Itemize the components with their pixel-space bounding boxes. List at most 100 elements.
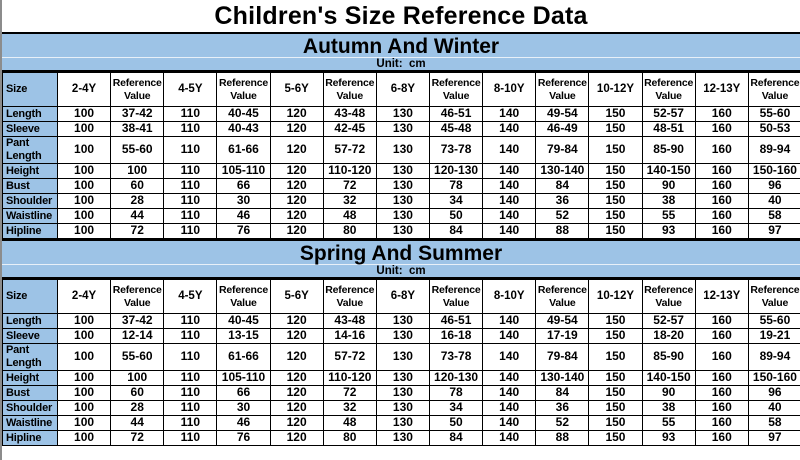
value-cell: 44 [110,415,165,431]
value-cell: 100 [56,208,112,224]
value-cell: 110 [163,136,218,164]
value-cell: 160 [694,223,749,239]
table-row: Hipline 100 72 110 76 120 80 130 84 140 88 150 93 160… [2,430,800,446]
value-cell: 130 [375,223,430,239]
value-cell: 140 [482,385,537,401]
value-cell: 100 [56,223,112,239]
value-cell: 34 [428,193,484,209]
value-cell: 130-140 [535,370,590,386]
value-cell: 105-110 [216,370,271,386]
table-row: Hipline 100 72 110 76 120 80 130 84 140 88 150 93 160… [2,223,800,239]
value-cell: 130 [375,430,430,446]
value-cell: 78 [428,178,484,194]
column-header-age: 12-13Y [694,72,749,107]
value-cell: 50 [428,415,484,431]
value-cell: 130 [375,385,430,401]
value-cell: 140 [482,223,537,239]
value-cell: 58 [747,208,800,224]
row-label: Bust [2,385,58,401]
value-cell: 43-48 [322,106,377,122]
value-cell: 76 [216,430,271,446]
value-cell: 52-57 [641,106,696,122]
row-label: Hipline [2,430,58,446]
value-cell: 93 [641,430,696,446]
table-row: Bust 100 60 110 66 120 72 130 78 140 84 150 90 160 96 [2,385,800,401]
column-header-age: 5-6Y [269,72,324,107]
value-cell: 55 [641,415,696,431]
value-cell: 130 [375,208,430,224]
value-cell: 28 [110,400,165,416]
value-cell: 14-16 [322,328,377,344]
value-cell: 96 [747,385,800,401]
value-cell: 58 [747,415,800,431]
value-cell: 43-48 [322,313,377,329]
table-row: Sleeve 100 12-14 110 13-15 120 14-16 130 16-18 14… [2,328,800,344]
value-cell: 55-60 [110,343,165,371]
value-cell: 130 [375,370,430,386]
column-header-reference-value: Reference Value [641,72,696,107]
value-cell: 84 [428,223,484,239]
row-label: Shoulder [2,193,58,209]
value-cell: 130 [375,400,430,416]
size-column-header: Size [2,279,58,314]
column-header-reference-value: Reference Value [110,72,165,107]
value-cell: 49-54 [535,313,590,329]
value-cell: 80 [322,430,377,446]
value-cell: 140 [482,328,537,344]
row-label: Sleeve [2,121,58,137]
value-cell: 140 [482,208,537,224]
value-cell: 84 [428,430,484,446]
value-cell: 150 [588,178,643,194]
column-header-reference-value: Reference Value [747,279,800,314]
value-cell: 93 [641,223,696,239]
value-cell: 38-41 [110,121,165,137]
value-cell: 130 [375,328,430,344]
value-cell: 13-15 [216,328,271,344]
value-cell: 110 [163,208,218,224]
value-cell: 120 [269,208,324,224]
value-cell: 100 [56,415,112,431]
table-row: Length 100 37-42 110 40-45 120 43-48 130 46-51 14… [2,313,800,329]
value-cell: 140 [482,136,537,164]
value-cell: 120 [269,106,324,122]
value-cell: 150 [588,106,643,122]
table-row: Bust 100 60 110 66 120 72 130 78 140 84 150 90 160 96 [2,178,800,194]
value-cell: 100 [56,163,112,179]
value-cell: 110 [163,430,218,446]
value-cell: 140 [482,121,537,137]
value-cell: 100 [56,343,112,371]
value-cell: 57-72 [322,136,377,164]
value-cell: 130 [375,106,430,122]
table-row: Shoulder 100 28 110 30 120 32 130 34 140 36 150 38 16… [2,400,800,416]
row-label: Shoulder [2,400,58,416]
value-cell: 72 [110,430,165,446]
value-cell: 40-43 [216,121,271,137]
value-cell: 140-150 [641,163,696,179]
value-cell: 130 [375,136,430,164]
value-cell: 160 [694,208,749,224]
value-cell: 85-90 [641,136,696,164]
value-cell: 160 [694,415,749,431]
value-cell: 100 [56,400,112,416]
page-title: Children's Size Reference Data [2,0,800,32]
value-cell: 120 [269,178,324,194]
value-cell: 140 [482,400,537,416]
value-cell: 130 [375,121,430,137]
value-cell: 110 [163,223,218,239]
value-cell: 160 [694,136,749,164]
value-cell: 17-19 [535,328,590,344]
value-cell: 150 [588,385,643,401]
value-cell: 150 [588,136,643,164]
value-cell: 88 [535,223,590,239]
value-cell: 40 [747,193,800,209]
value-cell: 150-160 [747,370,800,386]
column-header-reference-value: Reference Value [428,279,484,314]
value-cell: 16-18 [428,328,484,344]
value-cell: 84 [535,385,590,401]
row-label: Waistline [2,415,58,431]
value-cell: 110 [163,328,218,344]
header-row: Size 2-4Y Reference Value 4-5Y Reference Val… [2,279,800,314]
value-cell: 57-72 [322,343,377,371]
column-header-age: 6-8Y [375,72,430,107]
